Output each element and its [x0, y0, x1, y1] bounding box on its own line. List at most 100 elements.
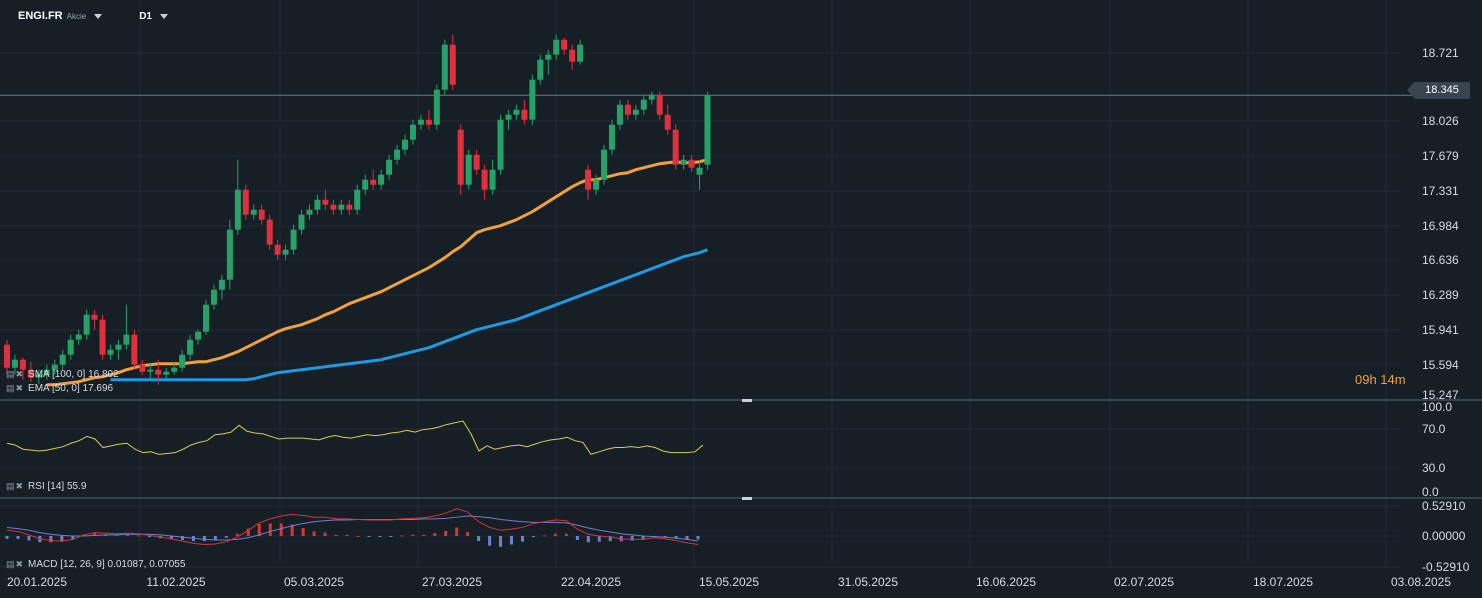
- ema-settings-icon[interactable]: ▤✖: [6, 383, 25, 393]
- candle-body: [346, 204, 353, 210]
- macd-legend[interactable]: ▤✖ MACD [12, 26, 9] 0.01087, 0.07055: [6, 559, 185, 570]
- macd-histogram-bar: [301, 528, 305, 536]
- macd-histogram-bar: [586, 536, 590, 543]
- macd-histogram-bar: [290, 524, 294, 536]
- sma-legend[interactable]: ▤✖ SMA [100, 0] 16.802: [6, 369, 119, 380]
- macd-histogram-bar: [16, 536, 20, 539]
- candle-body: [139, 364, 146, 372]
- date-axis-label: 22.04.2025: [561, 575, 621, 589]
- macd-histogram-bar: [575, 536, 579, 540]
- sma-line: [110, 248, 709, 382]
- price-axis-label: 15.247: [1422, 388, 1459, 402]
- macd-histogram-bar: [510, 536, 514, 545]
- macd-histogram-bar: [180, 536, 184, 540]
- macd-histogram-bar: [170, 536, 174, 539]
- macd-histogram-bar: [235, 533, 239, 536]
- price-axis-label: 18.721: [1422, 46, 1459, 60]
- candle-body: [266, 219, 273, 245]
- macd-histogram-bar: [345, 534, 349, 536]
- candle-body: [441, 44, 448, 90]
- candle-body: [171, 367, 178, 372]
- price-axis-label: 15.594: [1422, 358, 1459, 372]
- macd-axis-label: -0.52910: [1422, 560, 1470, 574]
- candle-body: [688, 159, 695, 168]
- candle-body: [521, 109, 528, 120]
- candle-body: [569, 49, 576, 62]
- candle-body: [640, 99, 647, 110]
- timeframe-selector[interactable]: D1: [139, 10, 152, 22]
- rsi-axis-label: 70.0: [1422, 422, 1446, 436]
- candle-body: [338, 204, 345, 210]
- candle-body: [187, 339, 194, 355]
- ema-legend[interactable]: ▤✖ EMA [50, 0] 17.696: [6, 383, 113, 394]
- rsi-legend[interactable]: ▤✖ RSI [14] 55.9: [6, 481, 86, 492]
- date-axis-label: 27.03.2025: [422, 575, 482, 589]
- macd-histogram-bar: [499, 536, 503, 547]
- candle-body: [545, 54, 552, 60]
- macd-histogram-bar: [630, 536, 634, 541]
- candle-body: [123, 334, 130, 345]
- candle-body: [75, 334, 82, 340]
- price-axis-label: 18.026: [1422, 114, 1459, 128]
- date-axis-label: 20.01.2025: [7, 575, 67, 589]
- candle-body: [35, 374, 42, 378]
- macd-histogram-bar: [213, 536, 217, 540]
- date-axis-label: 31.05.2025: [838, 575, 898, 589]
- candle-body: [362, 179, 369, 190]
- candle-body: [402, 139, 408, 150]
- macd-histogram-bar: [137, 535, 141, 537]
- macd-histogram-bar: [115, 534, 119, 536]
- candle-body: [465, 154, 472, 185]
- candle-body: [656, 94, 663, 115]
- candle-body: [203, 304, 209, 332]
- candle-body: [601, 149, 607, 180]
- macd-histogram-bar: [466, 532, 470, 536]
- candle-body: [19, 359, 26, 370]
- symbol-dropdown-icon[interactable]: [94, 13, 103, 19]
- macd-histogram-bar: [148, 536, 152, 538]
- symbol-label[interactable]: ENGI.FR: [18, 10, 63, 22]
- macd-histogram-bar: [389, 536, 393, 537]
- instrument-type-label: Akcie: [66, 11, 87, 21]
- candle-body: [386, 159, 393, 175]
- macd-histogram-bar: [82, 534, 86, 536]
- candle-body: [242, 189, 249, 215]
- sma-settings-icon[interactable]: ▤✖: [6, 369, 25, 379]
- macd-histogram-bar: [202, 536, 206, 542]
- rsi-settings-icon[interactable]: ▤✖: [6, 481, 25, 491]
- macd-histogram-bar: [685, 536, 689, 540]
- ema-legend-label: EMA [50, 0] 17.696: [28, 383, 114, 394]
- candle-body: [330, 204, 337, 210]
- macd-histogram-bar: [334, 534, 338, 536]
- macd-histogram-bar: [126, 534, 130, 536]
- candle-body: [59, 354, 66, 365]
- price-axis-label: 17.331: [1422, 184, 1459, 198]
- candle-body: [489, 169, 496, 190]
- macd-settings-icon[interactable]: ▤✖: [6, 559, 25, 569]
- candle-body: [624, 104, 631, 115]
- candle-body: [115, 344, 122, 350]
- candle-body: [672, 129, 679, 165]
- candle-body: [322, 199, 329, 205]
- macd-histogram-bar: [312, 531, 316, 536]
- macd-histogram-bar: [279, 523, 283, 536]
- macd-histogram-bar: [323, 532, 327, 536]
- macd-histogram-bar: [224, 536, 228, 538]
- candle-body: [632, 109, 639, 115]
- macd-histogram-bar: [71, 536, 75, 540]
- date-axis-label: 15.05.2025: [699, 575, 759, 589]
- timeframe-dropdown-icon[interactable]: [159, 13, 168, 19]
- candle-body: [298, 214, 305, 230]
- candle-body: [27, 369, 34, 378]
- candle-body: [282, 249, 289, 255]
- macd-histogram-bar: [422, 534, 426, 536]
- candle-body: [696, 167, 703, 175]
- candle-body: [99, 319, 106, 355]
- date-axis-label: 02.07.2025: [1114, 575, 1174, 589]
- candle-body: [258, 209, 265, 220]
- rsi-legend-label: RSI [14] 55.9: [28, 481, 87, 492]
- candle-body: [370, 179, 377, 185]
- last-price-tag: 18.345: [1407, 82, 1470, 99]
- candle-body: [163, 371, 170, 375]
